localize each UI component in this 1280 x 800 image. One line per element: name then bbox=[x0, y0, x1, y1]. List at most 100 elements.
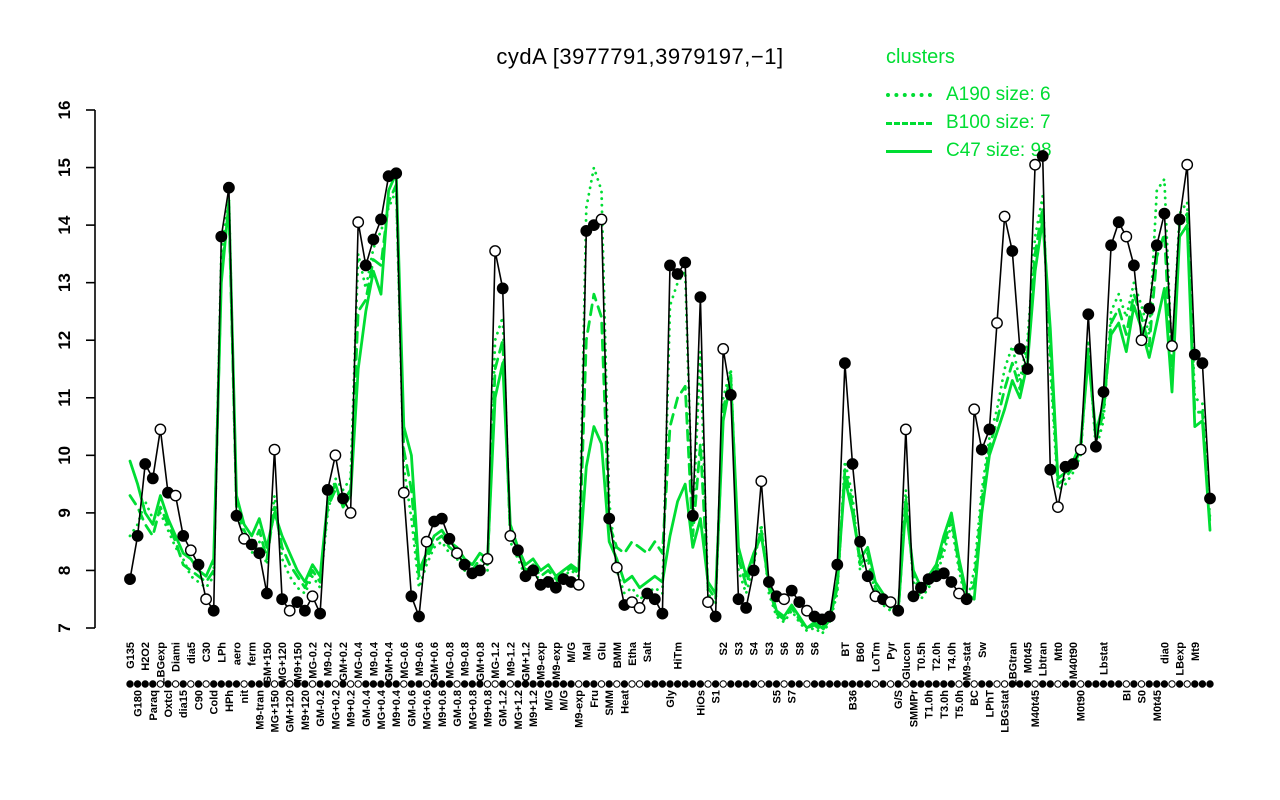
data-point bbox=[626, 596, 638, 608]
data-point bbox=[124, 573, 136, 585]
svg-text:Gly: Gly bbox=[665, 689, 677, 708]
data-point bbox=[222, 181, 235, 194]
svg-text:M/G: M/G bbox=[566, 642, 578, 663]
strip-point bbox=[689, 680, 697, 688]
data-point bbox=[899, 423, 912, 436]
strip-point bbox=[643, 680, 651, 688]
gene-profile-points bbox=[124, 150, 1216, 626]
data-point bbox=[314, 607, 326, 620]
svg-text:MG+0.6: MG+0.6 bbox=[422, 690, 434, 729]
data-point bbox=[732, 593, 745, 606]
svg-text:T5.0h: T5.0h bbox=[954, 690, 966, 719]
data-point bbox=[435, 512, 448, 525]
strip-point bbox=[384, 680, 393, 688]
data-point bbox=[527, 564, 539, 577]
data-point bbox=[1196, 357, 1209, 370]
data-point bbox=[892, 604, 905, 617]
strip-point bbox=[514, 680, 522, 688]
strip-point bbox=[1198, 680, 1207, 688]
data-point bbox=[337, 492, 349, 505]
data-point bbox=[907, 590, 920, 603]
legend-item-c47: C47 size: 98 bbox=[886, 137, 1052, 165]
data-point bbox=[1204, 492, 1216, 505]
svg-text:M9-tran: M9-tran bbox=[254, 690, 266, 730]
data-point bbox=[854, 535, 866, 548]
data-point bbox=[1036, 150, 1049, 162]
strip-point bbox=[278, 680, 286, 688]
data-point bbox=[839, 357, 851, 370]
svg-text:S7: S7 bbox=[787, 690, 799, 703]
svg-text:GM+0.6: GM+0.6 bbox=[429, 642, 441, 681]
svg-text:Mal: Mal bbox=[581, 642, 593, 660]
svg-text:M9+0.6: M9+0.6 bbox=[437, 690, 449, 727]
data-point bbox=[1173, 213, 1186, 226]
strip-point bbox=[438, 680, 446, 688]
gene-profile-line bbox=[129, 153, 1211, 621]
svg-text:MG+150: MG+150 bbox=[270, 690, 282, 733]
data-point bbox=[184, 544, 197, 557]
data-point bbox=[702, 596, 714, 608]
data-point bbox=[146, 472, 159, 485]
svg-text:M/G: M/G bbox=[543, 690, 555, 711]
data-point bbox=[413, 610, 425, 623]
svg-text:MG-1.2: MG-1.2 bbox=[490, 642, 502, 679]
strip-point bbox=[377, 680, 385, 688]
data-point bbox=[801, 604, 813, 617]
strip-point bbox=[324, 680, 332, 688]
data-point bbox=[1097, 386, 1110, 398]
strip-point bbox=[1137, 680, 1146, 688]
strip-point bbox=[856, 680, 864, 688]
cluster-line-dashed bbox=[128, 183, 1212, 633]
strip-point bbox=[1077, 680, 1085, 688]
svg-text:HiOs: HiOs bbox=[695, 690, 707, 716]
svg-text:Paraq: Paraq bbox=[148, 690, 160, 721]
strip-point bbox=[719, 680, 727, 688]
condition-strip bbox=[126, 680, 1214, 688]
data-point bbox=[1128, 259, 1140, 272]
svg-text:Mt9: Mt9 bbox=[1190, 642, 1202, 661]
svg-text:M9-1.2: M9-1.2 bbox=[505, 642, 517, 676]
strip-point bbox=[613, 680, 621, 688]
strip-point bbox=[156, 680, 165, 688]
strip-point bbox=[316, 680, 324, 688]
data-point bbox=[1029, 158, 1042, 171]
data-point bbox=[321, 483, 334, 496]
svg-text:Sw: Sw bbox=[977, 642, 989, 658]
strip-point bbox=[483, 680, 492, 688]
svg-text:C30: C30 bbox=[201, 642, 213, 662]
data-point bbox=[390, 167, 403, 180]
data-point bbox=[603, 512, 616, 525]
svg-text:ferm: ferm bbox=[247, 642, 259, 666]
svg-text:dia0: dia0 bbox=[1159, 642, 1171, 664]
data-point bbox=[755, 475, 768, 488]
svg-text:B60: B60 bbox=[855, 642, 867, 662]
data-point bbox=[276, 593, 288, 606]
strip-point bbox=[141, 680, 149, 688]
strip-point bbox=[354, 680, 362, 688]
svg-text:LPhT: LPhT bbox=[984, 690, 996, 718]
svg-text:MG-0.8: MG-0.8 bbox=[444, 642, 456, 679]
strip-point bbox=[407, 680, 416, 688]
svg-text:MG+120: MG+120 bbox=[277, 642, 289, 685]
strip-point bbox=[1153, 680, 1161, 688]
svg-text:7: 7 bbox=[55, 623, 74, 632]
data-point bbox=[139, 458, 152, 470]
svg-text:M9+120: M9+120 bbox=[300, 690, 312, 730]
svg-text:MG+0.8: MG+0.8 bbox=[467, 690, 479, 729]
strip-point bbox=[415, 680, 423, 688]
svg-text:LBexp: LBexp bbox=[1175, 642, 1187, 676]
solid-line-sample bbox=[886, 149, 932, 153]
data-point bbox=[747, 564, 760, 577]
data-point bbox=[192, 558, 205, 571]
strip-point bbox=[788, 680, 796, 688]
strip-point bbox=[666, 680, 674, 688]
strip-point bbox=[772, 680, 781, 688]
svg-text:M9+1.2: M9+1.2 bbox=[528, 690, 540, 727]
strip-point bbox=[133, 680, 142, 688]
strip-point bbox=[308, 680, 317, 688]
legend-item-label: A190 size: 6 bbox=[946, 84, 1051, 105]
data-point bbox=[443, 532, 456, 545]
data-point bbox=[975, 443, 988, 456]
svg-text:T1.0h: T1.0h bbox=[924, 690, 936, 719]
svg-text:M0t45: M0t45 bbox=[1152, 690, 1164, 721]
